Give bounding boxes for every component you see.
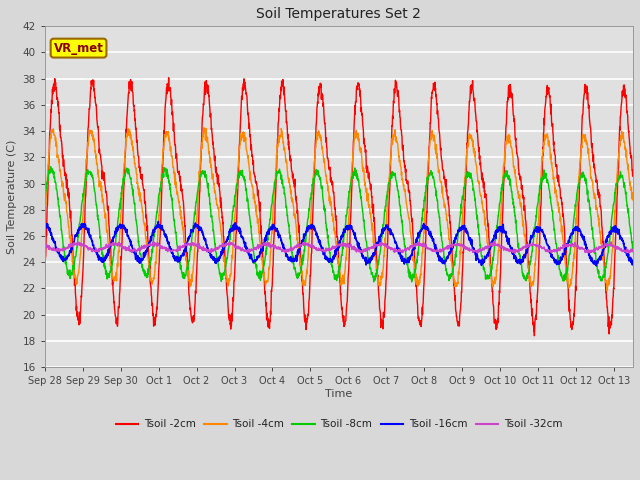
Tsoil -4cm — [504, 135, 512, 141]
Tsoil -8cm — [629, 249, 637, 254]
Tsoil -4cm — [200, 125, 208, 131]
Tsoil -4cm — [71, 275, 79, 281]
Tsoil -16cm — [612, 227, 620, 233]
Tsoil -2cm — [71, 278, 79, 284]
Tsoil -2cm — [629, 170, 637, 176]
Tsoil -8cm — [47, 164, 54, 169]
Line: Tsoil -4cm: Tsoil -4cm — [45, 128, 633, 291]
Line: Tsoil -32cm: Tsoil -32cm — [45, 242, 633, 253]
Tsoil -8cm — [312, 171, 319, 177]
Line: Tsoil -2cm: Tsoil -2cm — [45, 78, 633, 336]
Tsoil -8cm — [327, 261, 335, 267]
Tsoil -4cm — [603, 288, 611, 294]
Tsoil -8cm — [71, 254, 79, 260]
Tsoil -2cm — [531, 333, 538, 338]
Tsoil -8cm — [504, 173, 512, 179]
Line: Tsoil -16cm: Tsoil -16cm — [45, 221, 633, 266]
Tsoil -32cm — [511, 251, 519, 256]
Tsoil -32cm — [612, 245, 620, 251]
Tsoil -16cm — [327, 258, 335, 264]
Title: Soil Temperatures Set 2: Soil Temperatures Set 2 — [257, 7, 421, 21]
Tsoil -4cm — [629, 197, 637, 203]
Tsoil -32cm — [490, 239, 498, 245]
Tsoil -2cm — [327, 180, 335, 185]
Tsoil -32cm — [612, 244, 620, 250]
Tsoil -4cm — [312, 144, 319, 150]
Tsoil -8cm — [612, 182, 620, 188]
Tsoil -16cm — [154, 218, 162, 224]
Tsoil -16cm — [612, 229, 620, 235]
Text: VR_met: VR_met — [54, 42, 104, 55]
Tsoil -8cm — [408, 279, 415, 285]
Tsoil -16cm — [312, 228, 319, 234]
X-axis label: Time: Time — [325, 389, 353, 399]
Tsoil -16cm — [629, 258, 637, 264]
Tsoil -32cm — [504, 248, 512, 253]
Tsoil -2cm — [41, 273, 49, 279]
Tsoil -2cm — [165, 75, 173, 81]
Line: Tsoil -8cm: Tsoil -8cm — [45, 167, 633, 282]
Tsoil -8cm — [41, 196, 49, 202]
Tsoil -2cm — [612, 220, 620, 226]
Tsoil -32cm — [41, 242, 49, 248]
Tsoil -16cm — [71, 235, 79, 240]
Tsoil -32cm — [327, 247, 335, 253]
Y-axis label: Soil Temperature (C): Soil Temperature (C) — [7, 140, 17, 254]
Tsoil -32cm — [311, 246, 319, 252]
Tsoil -2cm — [504, 96, 512, 102]
Tsoil -8cm — [612, 180, 620, 186]
Tsoil -4cm — [327, 202, 335, 208]
Tsoil -16cm — [592, 263, 600, 269]
Tsoil -32cm — [629, 246, 637, 252]
Tsoil -16cm — [41, 222, 49, 228]
Legend: Tsoil -2cm, Tsoil -4cm, Tsoil -8cm, Tsoil -16cm, Tsoil -32cm: Tsoil -2cm, Tsoil -4cm, Tsoil -8cm, Tsoi… — [111, 415, 566, 433]
Tsoil -4cm — [612, 189, 620, 195]
Tsoil -4cm — [612, 182, 620, 188]
Tsoil -32cm — [71, 242, 79, 248]
Tsoil -2cm — [312, 138, 319, 144]
Tsoil -16cm — [504, 241, 512, 247]
Tsoil -4cm — [41, 222, 49, 228]
Tsoil -2cm — [612, 212, 620, 217]
